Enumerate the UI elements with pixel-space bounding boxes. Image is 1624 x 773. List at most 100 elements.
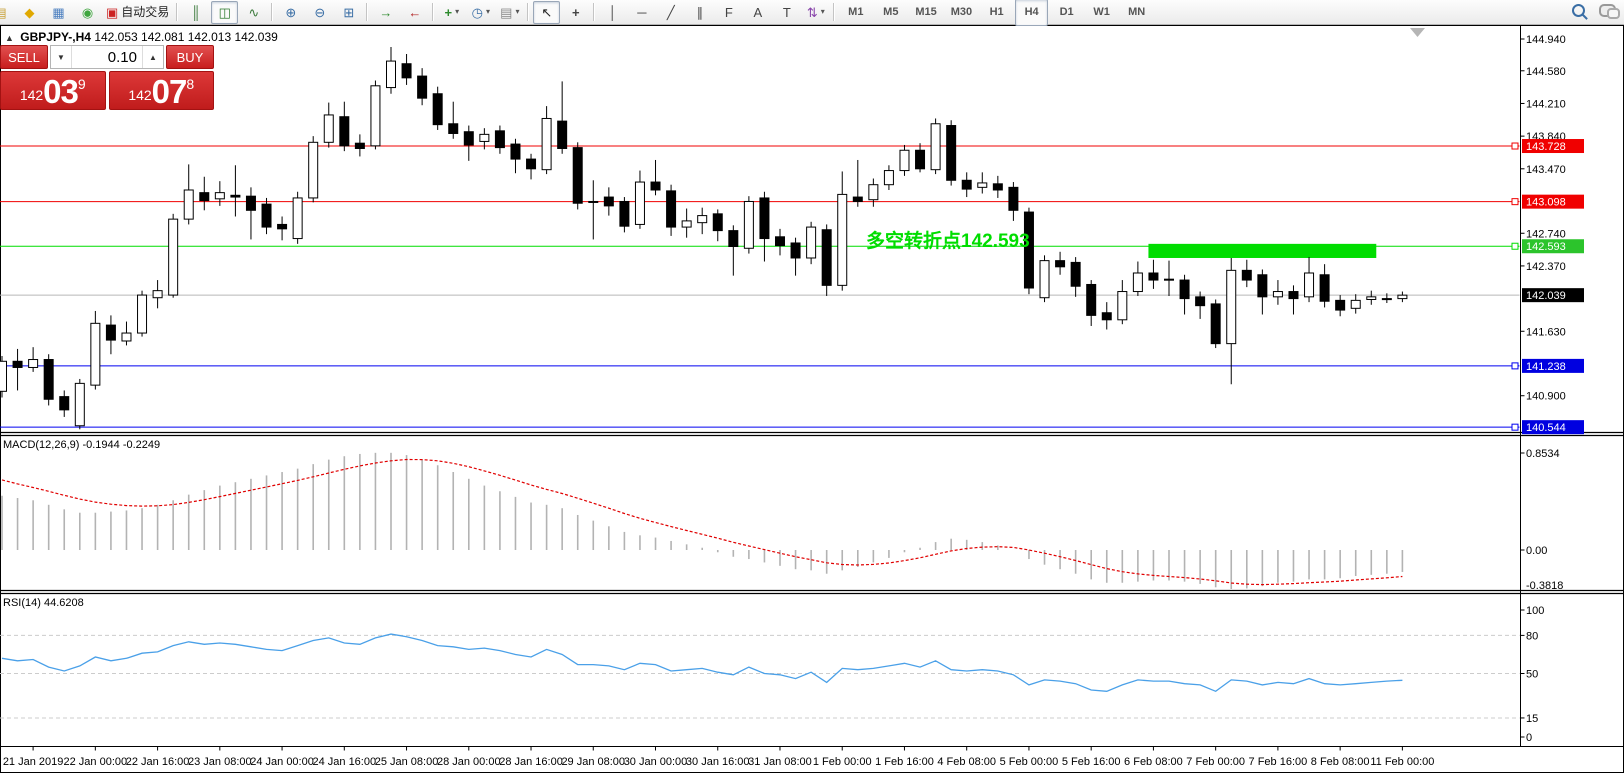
volume-increase-button[interactable]: ▲ [142, 46, 163, 68]
crosshair-button[interactable]: + [562, 1, 589, 24]
auto-scroll-icon: → [379, 4, 393, 20]
svg-text:0.8534: 0.8534 [1526, 448, 1560, 460]
clock-icon: ◷ [471, 4, 483, 20]
rectangle-object [1148, 243, 1377, 258]
symbol-quotes: 142.053 142.081 142.013 142.039 [94, 30, 278, 44]
label-button[interactable]: T [773, 1, 800, 24]
chevron-down-icon: ▾ [515, 7, 520, 16]
search-icon [1572, 3, 1585, 17]
plus-icon: + [444, 4, 453, 20]
volume-value[interactable]: 0.10 [107, 48, 137, 66]
buy-button[interactable]: BUY [166, 45, 214, 69]
rsi-indicator-label: RSI(14) 44.6208 [3, 597, 84, 609]
svg-text:80: 80 [1526, 630, 1538, 642]
time-axis-label: 22 Jan 00:00 [64, 756, 128, 768]
timeframe-m5-button[interactable]: M5 [883, 5, 899, 18]
autotrading-icon: ▣ [106, 4, 119, 20]
timeframe-d1-button[interactable]: D1 [1059, 5, 1074, 18]
svg-text:142.039: 142.039 [1526, 290, 1566, 302]
time-axis-label: 11 Feb 00:00 [1370, 756, 1434, 768]
fibonacci-button[interactable]: F [715, 1, 742, 24]
sell-button[interactable]: SELL [0, 45, 48, 69]
macd-signal-line [1, 458, 1403, 586]
horizontal-line-button[interactable]: ─ [628, 1, 655, 24]
data-window-button[interactable]: ▦ [45, 1, 72, 24]
candlestick-chart-button[interactable]: ◫ [211, 0, 239, 24]
metaeditor-button[interactable]: ◆ [16, 1, 43, 24]
svg-text:143.470: 143.470 [1526, 164, 1566, 176]
signals-button[interactable]: ◉ [74, 1, 101, 24]
time-axis-label: 24 Jan 00:00 [250, 756, 314, 768]
sell-price[interactable]: 142 03 9 [0, 71, 106, 110]
time-axis-label: 5 Feb 00:00 [1000, 756, 1059, 768]
new-chart-button[interactable]: + ▾ [438, 1, 465, 24]
svg-text:140.900: 140.900 [1526, 391, 1566, 403]
time-axis-label: 7 Feb 16:00 [1249, 756, 1308, 768]
autotrading-label: 自动交易 [121, 5, 170, 19]
new-order-button[interactable]: ▤ [0, 1, 14, 24]
bar-chart-button[interactable]: ║ [182, 1, 209, 24]
time-axis-label: 28 Jan 16:00 [499, 756, 563, 768]
arrows-icon: ⇅ [806, 4, 818, 20]
period-button[interactable]: ◷ ▾ [467, 1, 494, 24]
volume-input[interactable]: ▼ 0.10 ▲ [50, 45, 164, 69]
cursor-button[interactable]: ↖ [533, 0, 561, 24]
zoom-out-button[interactable]: ⊖ [306, 1, 333, 24]
macd-panel [1, 452, 1404, 589]
chevron-down-icon: ▾ [455, 7, 460, 16]
toolbar-separator [432, 3, 435, 21]
crosshair-icon: + [572, 4, 580, 20]
svg-text:100: 100 [1526, 605, 1544, 617]
shift-marker [1410, 28, 1425, 37]
buy-price[interactable]: 142 07 8 [108, 71, 214, 110]
timeframe-h1-button[interactable]: H1 [989, 5, 1004, 18]
search-button[interactable] [1572, 3, 1585, 22]
line-chart-button[interactable]: ∿ [240, 1, 267, 24]
chart-shift-icon: ← [408, 4, 422, 20]
arrows-button[interactable]: ⇅ ▾ [802, 1, 829, 24]
trendline-button[interactable]: ╱ [657, 1, 684, 24]
rsi-panel [0, 633, 1520, 719]
autotrading-button[interactable]: ▣ 自动交易 [103, 1, 172, 24]
timeframe-m15-button[interactable]: M15 [915, 5, 937, 18]
vertical-line-icon: │ [608, 4, 617, 20]
price-axis: 144.940144.580144.210143.840143.470142.7… [1520, 26, 1584, 747]
timeframe-m30-button[interactable]: M30 [950, 5, 973, 18]
time-axis-label: 5 Feb 16:00 [1062, 756, 1121, 768]
time-axis-label: 30 Jan 00:00 [624, 756, 688, 768]
timeframe-mn-button[interactable]: MN [1128, 5, 1146, 18]
chat-button[interactable] [1599, 3, 1620, 22]
one-click-trading-panel: SELL ▼ 0.10 ▲ BUY 142 03 9 142 07 8 [0, 45, 214, 110]
volume-decrease-button[interactable]: ▼ [51, 46, 72, 68]
timeframe-m1-button[interactable]: M1 [848, 5, 864, 18]
vertical-line-button[interactable]: │ [599, 1, 626, 24]
time-axis-label: 1 Feb 16:00 [875, 756, 934, 768]
tile-windows-button[interactable]: ⊞ [335, 1, 362, 24]
text-button[interactable]: A [744, 1, 771, 24]
channel-button[interactable]: ∥ [686, 1, 713, 24]
timeframe-w1-button[interactable]: W1 [1093, 5, 1110, 18]
chart-shift-button[interactable]: ← [401, 1, 428, 24]
signals-icon: ◉ [81, 4, 94, 20]
annotation: 多空转折点142.593 [866, 229, 1030, 252]
highlight-rectangle [1148, 243, 1377, 258]
template-button[interactable]: ▤ ▾ [496, 1, 523, 24]
macd-indicator-label: MACD(12,26,9) -0.1944 -0.2249 [3, 439, 161, 451]
toolbar: ▤ ◆ ▦ ◉ ▣ 自动交易 ║ ◫ ∿ ⊕ ⊖ ⊞ → ← + ▾ ◷ ▾ ▤ ▾ ↖ + │ ─ ╱ ∥ F A T ⇅ ▾ M1 M5 M1… [0, 0, 1624, 26]
svg-text:142.370: 142.370 [1526, 261, 1566, 273]
timeframe-h4-button[interactable]: H4 [1015, 0, 1049, 26]
channel-icon: ∥ [696, 4, 704, 20]
toolbar-separator [176, 3, 179, 21]
fibonacci-icon: F [724, 4, 733, 20]
time-axis-label: 1 Feb 00:00 [813, 756, 872, 768]
toolbar-separator [271, 3, 274, 21]
chart-shift-marker [1410, 28, 1425, 37]
zoom-in-button[interactable]: ⊕ [277, 1, 304, 24]
time-axis-label: 22 Jan 16:00 [126, 756, 190, 768]
time-axis-label: 24 Jan 16:00 [312, 756, 376, 768]
horizontal-line-icon: ─ [637, 4, 647, 20]
time-axis-label: 4 Feb 08:00 [937, 756, 996, 768]
tile-windows-icon: ⊞ [343, 4, 355, 20]
auto-scroll-button[interactable]: → [372, 1, 399, 24]
